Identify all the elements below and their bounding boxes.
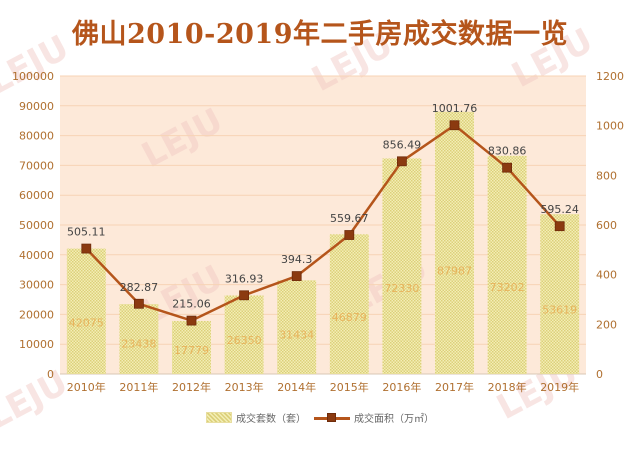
x-tick-label: 2017年 [435,380,474,394]
line-value-label: 595.24 [540,203,579,216]
legend-item-bars: 成交套数（套） [206,410,306,425]
y-right-tick-label: 0 [596,368,603,381]
bar-value-label: 31434 [279,328,314,341]
line-value-label: 830.86 [488,145,527,158]
y-right-tick-label: 400 [596,269,617,282]
y-left-tick-label: 60000 [19,189,54,202]
line-value-label: 215.06 [172,298,211,311]
x-tick-label: 2016年 [382,380,421,394]
y-right-tick-label: 1000 [596,120,624,133]
x-tick-label: 2015年 [330,380,369,394]
bar-value-label: 23438 [121,337,156,350]
bar-value-label: 17779 [174,344,209,357]
x-tick-label: 2014年 [277,380,316,394]
bar [277,280,317,374]
y-left-tick-label: 30000 [19,279,54,292]
line-value-label: 282.87 [120,281,159,294]
bar [487,155,527,374]
line-marker [239,290,250,301]
bar-value-label: 53619 [542,303,577,316]
legend-label-line: 成交面积（万㎡） [354,414,434,425]
line-marker [133,298,144,309]
y-right-tick-label: 800 [596,169,617,182]
line-value-label: 316.93 [225,272,264,285]
line-marker [449,120,460,131]
line-marker [344,230,355,240]
line-marker [81,243,92,254]
line-value-label: 856.49 [383,138,422,151]
bar-value-label: 46879 [332,311,367,324]
legend-swatch-line [314,412,350,423]
chart-title: 佛山2010-2019年二手房成交数据一览 [72,19,568,50]
legend-swatch-bars [206,412,232,423]
legend-item-line: 成交面积（万㎡） [314,410,434,425]
y-left-tick-label: 90000 [19,100,54,113]
y-left-tick-label: 20000 [19,308,54,321]
line-value-label: 559.67 [330,212,369,225]
legend-label-bars: 成交套数（套） [236,414,306,425]
x-tick-label: 2010年 [67,380,106,394]
x-tick-label: 2011年 [119,380,158,394]
bar [172,321,211,374]
bar-value-label: 26350 [227,334,262,347]
x-tick-label: 2019年 [540,380,579,394]
y-left-tick-label: 80000 [19,130,54,143]
y-left-tick-label: 40000 [19,249,54,262]
bar [329,234,369,374]
x-tick-label: 2013年 [225,380,264,394]
bar-value-label: 72330 [384,282,419,295]
y-left-tick-label: 0 [47,368,54,381]
line-marker [186,315,197,326]
bar [224,295,264,374]
line-marker [396,156,407,167]
y-right-tick-label: 200 [596,318,617,331]
line-value-label: 394.3 [281,253,313,266]
line-marker [291,271,302,281]
bar-value-label: 73202 [490,281,525,294]
y-left-tick-label: 100000 [12,70,54,83]
bar [119,304,159,374]
line-marker [502,162,513,173]
bar [382,158,422,374]
bar [435,111,474,374]
series-line [85,123,561,322]
line-value-label: 505.11 [67,226,106,239]
line-value-label: 1001.76 [432,102,478,115]
bar [540,214,580,374]
x-tick-label: 2018年 [488,380,527,394]
line-marker [554,221,565,232]
y-left-tick-label: 50000 [19,219,54,232]
bar-value-label: 87987 [437,264,472,277]
y-left-tick-label: 10000 [19,338,54,351]
y-right-tick-label: 600 [596,219,617,232]
x-tick-label: 2012年 [172,380,211,394]
bar [66,248,106,374]
y-left-tick-label: 70000 [19,159,54,172]
y-right-tick-label: 1200 [596,70,624,83]
bar-value-label: 42075 [69,316,104,329]
legend: 成交套数（套） 成交面积（万㎡） [0,410,640,425]
